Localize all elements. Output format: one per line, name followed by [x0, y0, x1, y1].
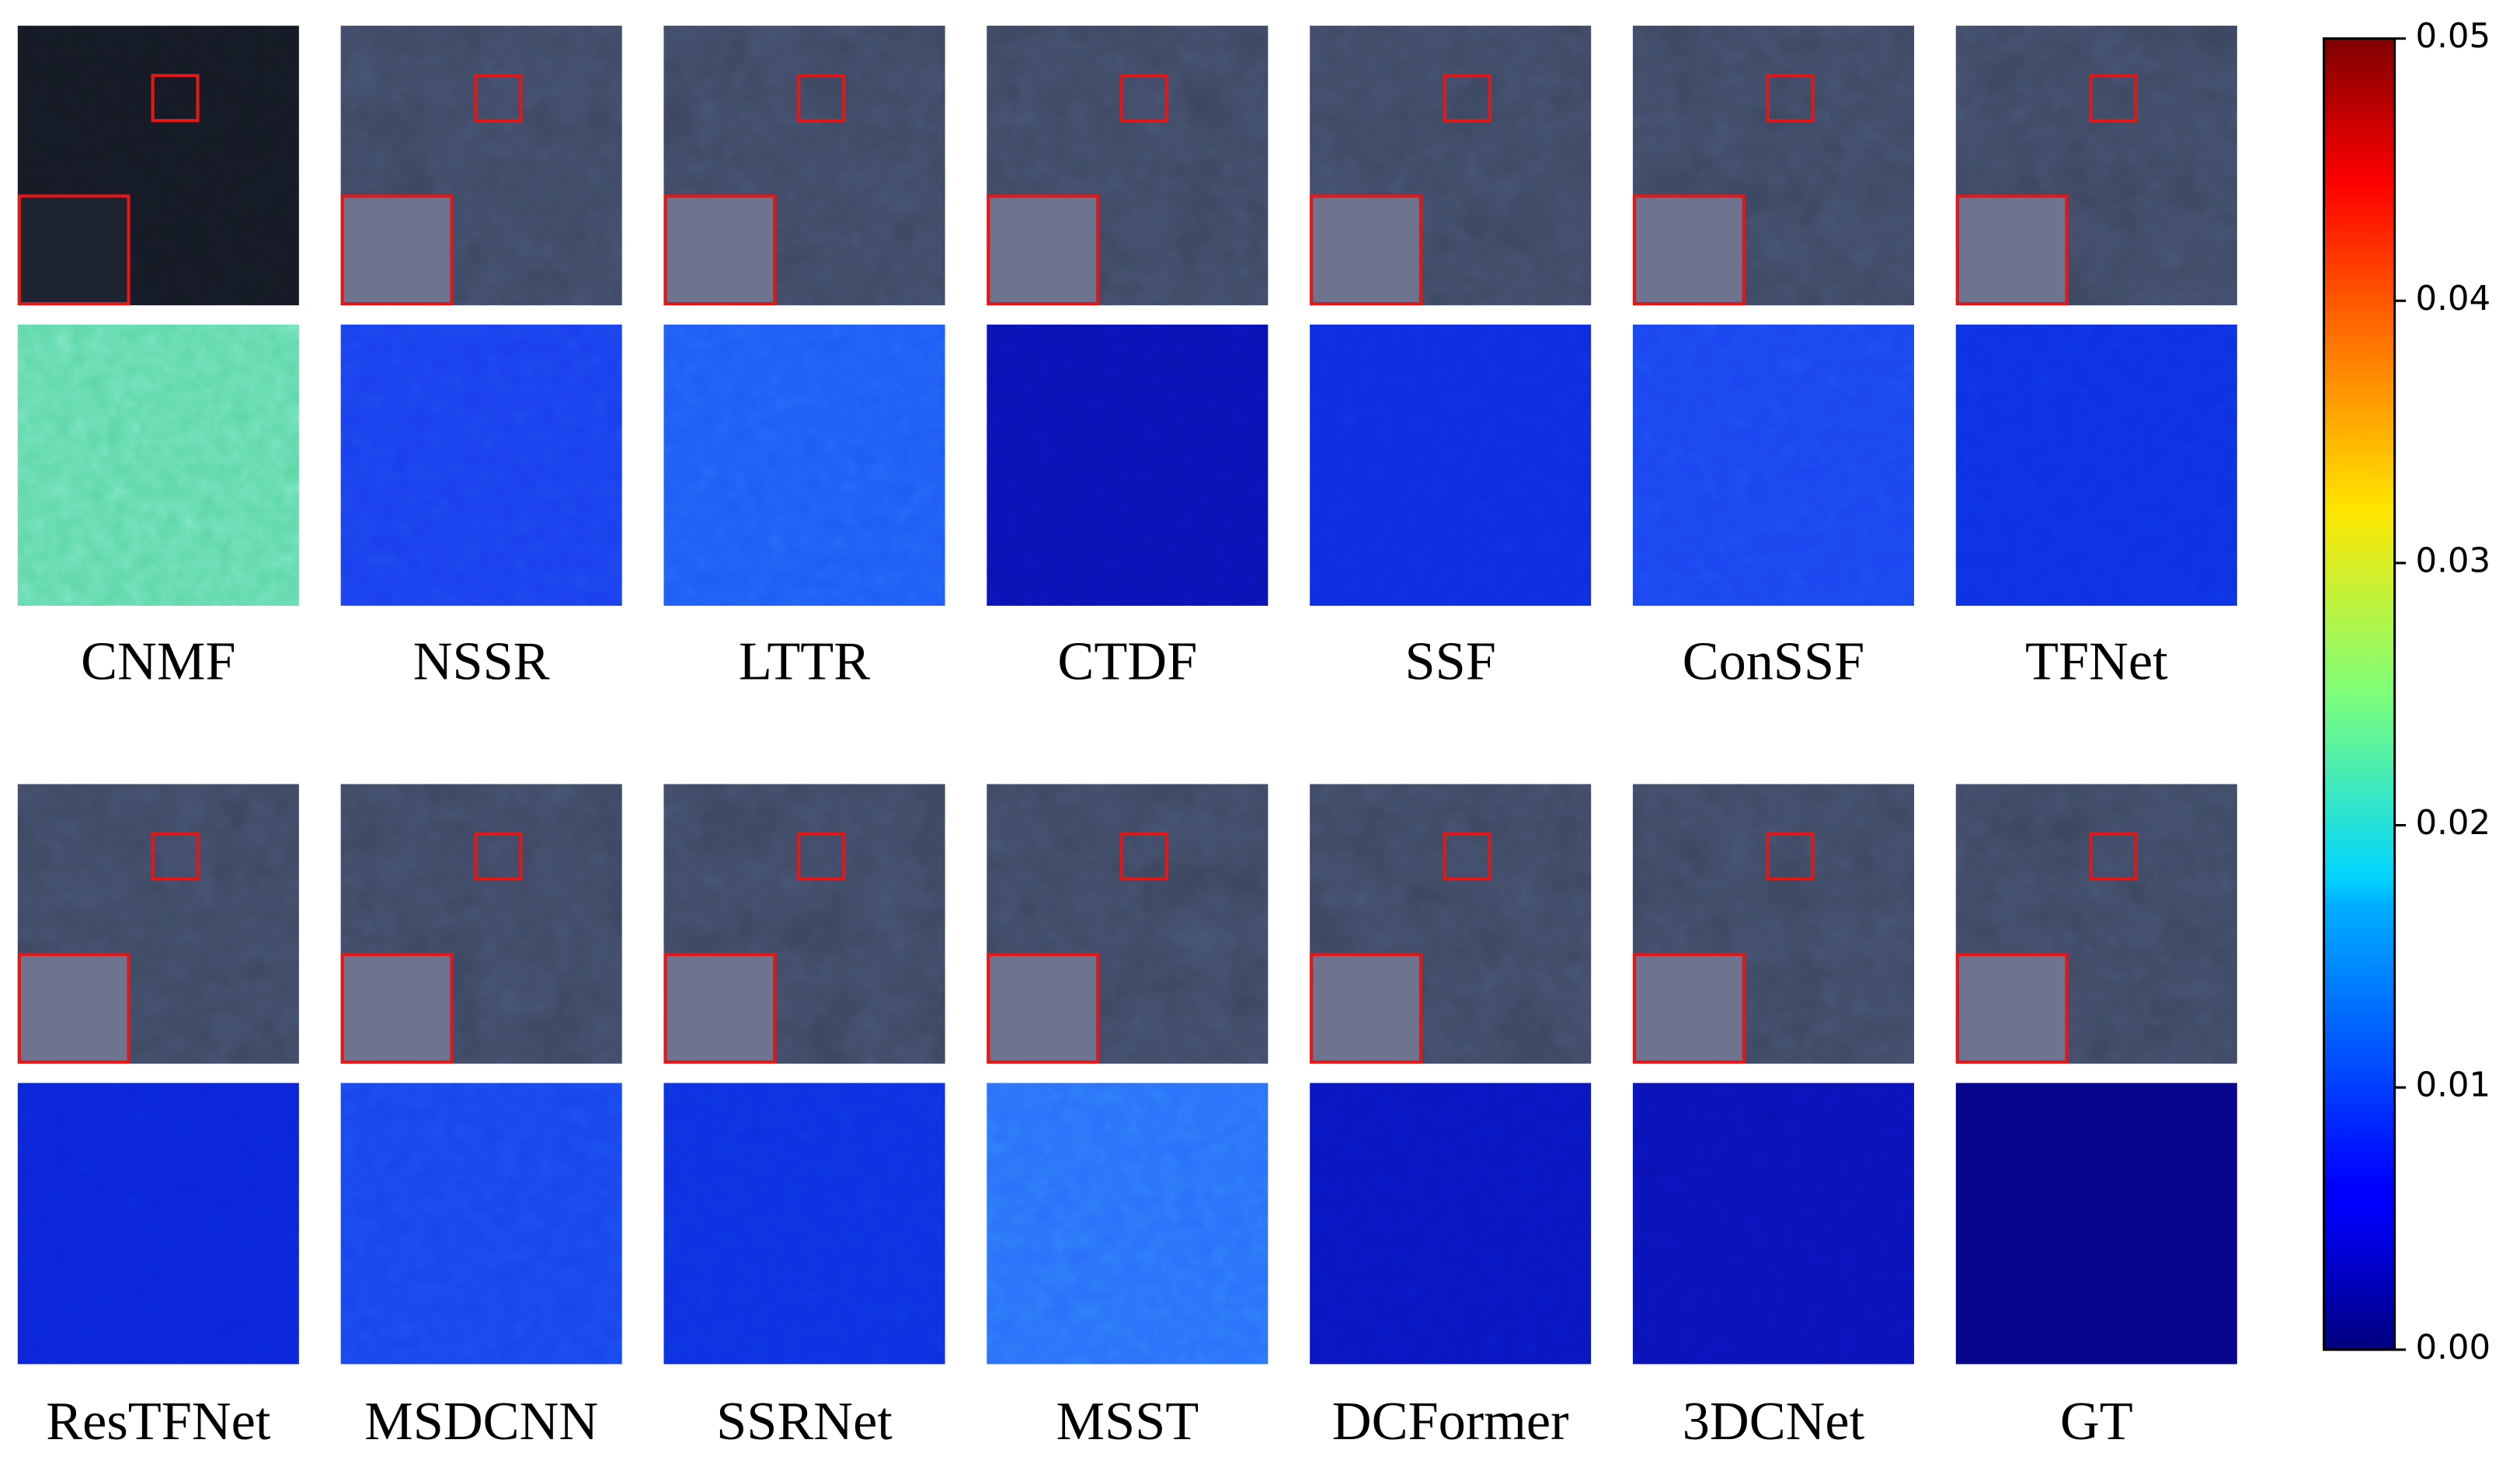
error-texture [1632, 1083, 1915, 1365]
roi-box [2089, 832, 2138, 881]
method-label: 3DCNet [1683, 1391, 1865, 1452]
method-label: SSRNet [716, 1391, 893, 1452]
error-texture [340, 1083, 622, 1365]
colorbar [2323, 37, 2396, 1351]
zoom-inset [1310, 952, 1422, 1064]
error-texture [987, 324, 1269, 606]
zoom-inset [340, 952, 454, 1064]
zoom-inset [987, 194, 1100, 306]
zoom-inset [17, 194, 131, 306]
roi-box [2089, 74, 2138, 123]
zoom-inset [1955, 194, 2069, 306]
roi-box [797, 832, 846, 881]
roi-box [1443, 832, 1491, 881]
method-label: DCFormer [1332, 1391, 1569, 1452]
zoom-inset [340, 194, 454, 306]
tick-label: 0.05 [2415, 17, 2490, 56]
zoom-inset [17, 952, 131, 1064]
roi-box [1120, 74, 1169, 123]
roi-box [151, 832, 200, 881]
tick-label: 0.03 [2415, 541, 2490, 580]
method-label: MSDCNN [364, 1391, 598, 1452]
method-label: NSSR [413, 631, 550, 692]
error-texture [17, 1083, 299, 1365]
error-texture [17, 324, 299, 606]
roi-box [1443, 74, 1491, 123]
zoom-inset [1310, 194, 1422, 306]
method-label: SSF [1404, 631, 1495, 692]
tick-label: 0.04 [2415, 280, 2490, 318]
error-texture [987, 1083, 1269, 1365]
error-texture [663, 1083, 945, 1365]
zoom-inset [663, 952, 777, 1064]
error-texture [340, 324, 622, 606]
error-texture [1310, 1083, 1592, 1365]
error-texture [1955, 324, 2237, 606]
method-label: ConSSF [1683, 631, 1865, 692]
tick-label: 0.02 [2415, 804, 2490, 843]
tick-label: 0.01 [2415, 1066, 2490, 1105]
error-map [1955, 1083, 2237, 1365]
method-label: ResTFNet [46, 1391, 271, 1452]
roi-box [474, 74, 523, 123]
roi-box [1766, 74, 1815, 123]
roi-box [1120, 832, 1169, 881]
zoom-inset [663, 194, 777, 306]
colorbar-ticks: 0.00 0.01 0.02 0.03 0.04 0.05 [2394, 17, 2490, 1367]
roi-box [151, 74, 200, 123]
tick-label: 0.00 [2415, 1328, 2490, 1367]
zoom-inset [1632, 952, 1746, 1064]
zoom-inset [1955, 952, 2069, 1064]
roi-box [474, 832, 523, 881]
error-texture [1632, 324, 1915, 606]
zoom-inset [987, 952, 1100, 1064]
roi-box [797, 74, 846, 123]
method-label: MSST [1056, 1391, 1199, 1452]
zoom-inset [1632, 194, 1746, 306]
method-label: CTDF [1057, 631, 1197, 692]
method-label: LTTR [739, 631, 870, 692]
error-texture [1310, 324, 1592, 606]
method-label: CNMF [81, 631, 235, 692]
method-label: TFNet [2025, 631, 2168, 692]
panels: CNMF NSSR LTTR CTDF SSF ConSSF TFNet ResTFNet MS… [17, 26, 2237, 1452]
error-texture [663, 324, 945, 606]
method-label: GT [2060, 1391, 2133, 1452]
roi-box [1766, 832, 1815, 881]
